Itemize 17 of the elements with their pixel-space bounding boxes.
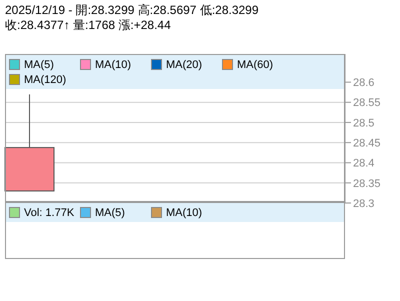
chart-title: 2025/12/19 - 開:28.3299 高:28.5697 低:28.3299 xyxy=(5,3,259,18)
y-tick-label: 28.5 xyxy=(353,117,374,130)
y-tick-label: 28.3 xyxy=(353,198,374,210)
chart-subtitle: 收:28.4377↑ 量:1768 漲:+28.44 xyxy=(5,18,172,33)
legend-label: MA(20) xyxy=(166,58,202,70)
y-tick-label: 28.45 xyxy=(353,138,381,150)
legend-label: Vol: 1.77K xyxy=(24,206,74,218)
legend-label: MA(5) xyxy=(24,58,54,70)
y-tick-label: 28.4 xyxy=(353,158,374,170)
legend-label: MA(120) xyxy=(24,74,66,86)
y-tick-label: 28.35 xyxy=(353,178,381,190)
legend-label: MA(5) xyxy=(95,206,125,218)
y-tick-label: 28.55 xyxy=(353,97,381,110)
legend-label: MA(10) xyxy=(166,206,202,218)
y-tick-label: 28.6 xyxy=(353,77,374,90)
legend-label: MA(60) xyxy=(237,58,274,70)
legend-label: MA(10) xyxy=(95,58,132,70)
